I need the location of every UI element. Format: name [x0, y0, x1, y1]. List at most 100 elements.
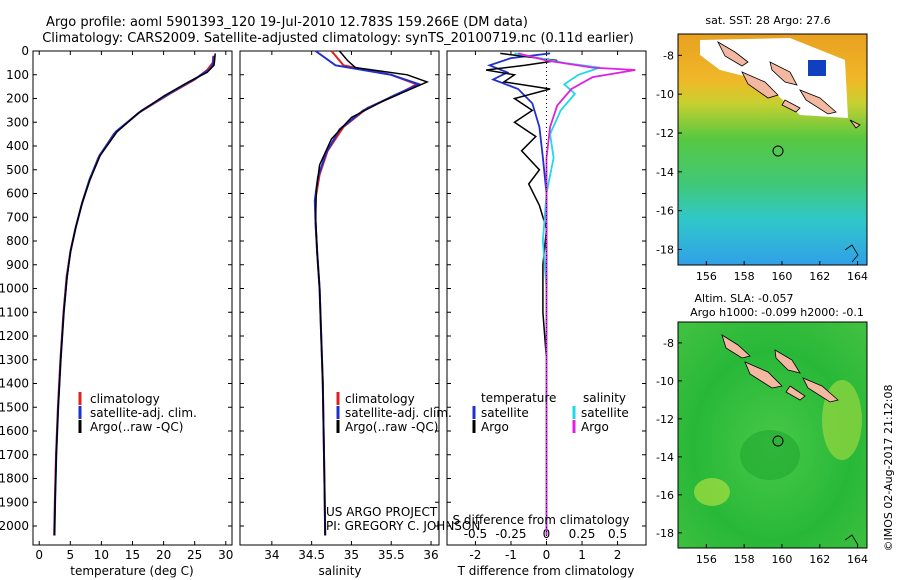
island-shape — [802, 377, 839, 403]
x-tick-label: 35.5 — [378, 548, 405, 562]
map-x-tick-label: 158 — [734, 270, 755, 283]
depth-tick-label: 1600 — [0, 424, 29, 438]
project-line2: PI: GREGORY C. JOHNSON — [326, 519, 480, 533]
island-shape — [849, 119, 861, 129]
legend-t-satellite-label: satellite — [481, 406, 529, 420]
x-tick-label: 5 — [66, 548, 74, 562]
x-tick-label: 1 — [578, 548, 586, 562]
sst-map-axes: 156 158 160 162 164 -8 -10 -12 -14 -16 -18 — [656, 49, 868, 283]
map-y-tick-label: -8 — [663, 337, 674, 350]
map-x-tick-label: 164 — [847, 270, 868, 283]
salinity-panel-frame — [239, 50, 440, 546]
temperature-series — [53, 53, 216, 536]
legend-climatology-label: climatology — [90, 392, 160, 406]
map-y-tick-label: -16 — [656, 489, 674, 502]
imos-watermark: ©IMOS 02-Aug-2017 21:12:08 — [882, 385, 895, 552]
depth-tick-label: 0 — [21, 44, 29, 58]
island-shape — [781, 99, 801, 113]
header-line2: Climatology: CARS2009. Satellite-adjuste… — [42, 31, 634, 46]
salinity-x-axis: 34 34.5 35 35.5 36 — [264, 51, 439, 562]
map-y-tick-label: -18 — [656, 527, 674, 540]
island-shape — [721, 334, 751, 359]
map-y-tick-label: -18 — [656, 243, 674, 256]
map-x-tick-label: 162 — [809, 270, 830, 283]
map-y-tick-label: -16 — [656, 205, 674, 218]
sst-warm-patch — [808, 60, 826, 76]
x-tick-label: -2 — [469, 548, 481, 562]
map-x-tick-label: 164 — [847, 553, 868, 566]
depth-tick-label: 1200 — [0, 329, 29, 343]
depth-tick-label: 300 — [6, 115, 29, 129]
map-y-tick-label: -10 — [656, 375, 674, 388]
island-shape — [769, 61, 798, 86]
t-argo-line — [485, 52, 558, 536]
depth-tick-label: 500 — [6, 163, 29, 177]
s-difference-x-axis: -0.5 -0.25 0 0.25 0.5 — [464, 527, 627, 541]
s-difference-tick-label: -0.5 — [464, 527, 487, 541]
x-tick-label: 2 — [614, 548, 622, 562]
salinity-series — [313, 50, 430, 536]
legend-s-satellite-label: satellite — [581, 406, 629, 420]
depth-tick-label: 1800 — [0, 472, 29, 486]
depth-tick-label: 1100 — [0, 305, 29, 319]
island-shape — [799, 89, 837, 115]
depth-tick-label: 100 — [6, 68, 29, 82]
salinity-legend: climatology satellite-adj. clim. Argo(..… — [336, 392, 452, 434]
x-tick-label: 10 — [94, 548, 109, 562]
argo-position-marker — [772, 435, 784, 447]
depth-tick-label: 400 — [6, 139, 29, 153]
island-shape — [785, 385, 806, 401]
sla-map-frame — [677, 321, 868, 549]
sst-map: 156 158 160 162 164 -8 -10 -12 -14 -16 -18 — [656, 33, 868, 283]
depth-tick-label: 1000 — [0, 282, 29, 296]
map-y-tick-label: -12 — [656, 413, 674, 426]
legend-s-argo-label: Argo — [581, 420, 609, 434]
island-shape — [744, 361, 783, 389]
x-tick-label: 36 — [423, 548, 438, 562]
satellite-line — [53, 55, 215, 536]
satellite-line — [313, 50, 422, 536]
salinity-xlabel: salinity — [318, 564, 361, 578]
x-tick-label: 15 — [125, 548, 140, 562]
x-tick-label: -1 — [505, 548, 517, 562]
sst-map-title: sat. SST: 28 Argo: 27.6 — [705, 14, 830, 27]
legend-satellite-label: satellite-adj. clim. — [345, 406, 452, 420]
depth-tick-label: 1500 — [0, 400, 29, 414]
map-x-tick-label: 156 — [696, 553, 717, 566]
legend-temperature-heading: temperature — [481, 391, 556, 405]
s-difference-tick-label: 0.25 — [569, 527, 596, 541]
temperature-x-axis: 0 5 10 15 20 25 30 — [35, 51, 233, 562]
sst-islands — [717, 40, 861, 129]
map-y-tick-label: -12 — [656, 127, 674, 140]
x-tick-label: 0 — [543, 548, 551, 562]
map-x-tick-label: 160 — [771, 553, 792, 566]
x-tick-label: 34 — [264, 548, 279, 562]
depth-axis: 0 100 200 300 400 500 600 700 800 900 1000 1100 1200… — [0, 44, 646, 533]
island-shape — [717, 40, 749, 67]
temperature-legend: climatology satellite-adj. clim. Argo(..… — [78, 392, 197, 434]
argo-position-marker — [772, 145, 784, 157]
s-satellite-line — [514, 52, 601, 536]
sst-map-frame — [677, 33, 868, 266]
climatology-line — [53, 55, 215, 536]
depth-tick-label: 1300 — [0, 353, 29, 367]
legend-t-argo-label: Argo — [481, 420, 509, 434]
temperature-panel-frame — [32, 50, 233, 546]
legend-salinity-heading: salinity — [583, 391, 626, 405]
depth-tick-label: 800 — [6, 234, 29, 248]
coast-outline — [844, 244, 859, 263]
sla-map-axes: 156 158 160 162 164 -8 -10 -12 -14 -16 -18 — [656, 337, 868, 566]
difference-series — [485, 52, 636, 536]
sla-islands — [721, 334, 839, 403]
map-x-tick-label: 160 — [771, 270, 792, 283]
depth-tick-label: 1400 — [0, 377, 29, 391]
depth-tick-label: 1900 — [0, 495, 29, 509]
legend-argo-label: Argo(..raw -QC) — [90, 420, 183, 434]
s-difference-tick-label: 0.5 — [608, 527, 627, 541]
difference-legend: temperature salinity satellite Argo sate… — [472, 391, 629, 434]
sla-map: 156 158 160 162 164 -8 -10 -12 -14 -16 -18 — [656, 321, 868, 566]
map-x-tick-label: 162 — [809, 553, 830, 566]
coast-outline — [844, 534, 859, 546]
s-difference-xlabel: S difference from climatology — [453, 513, 630, 527]
